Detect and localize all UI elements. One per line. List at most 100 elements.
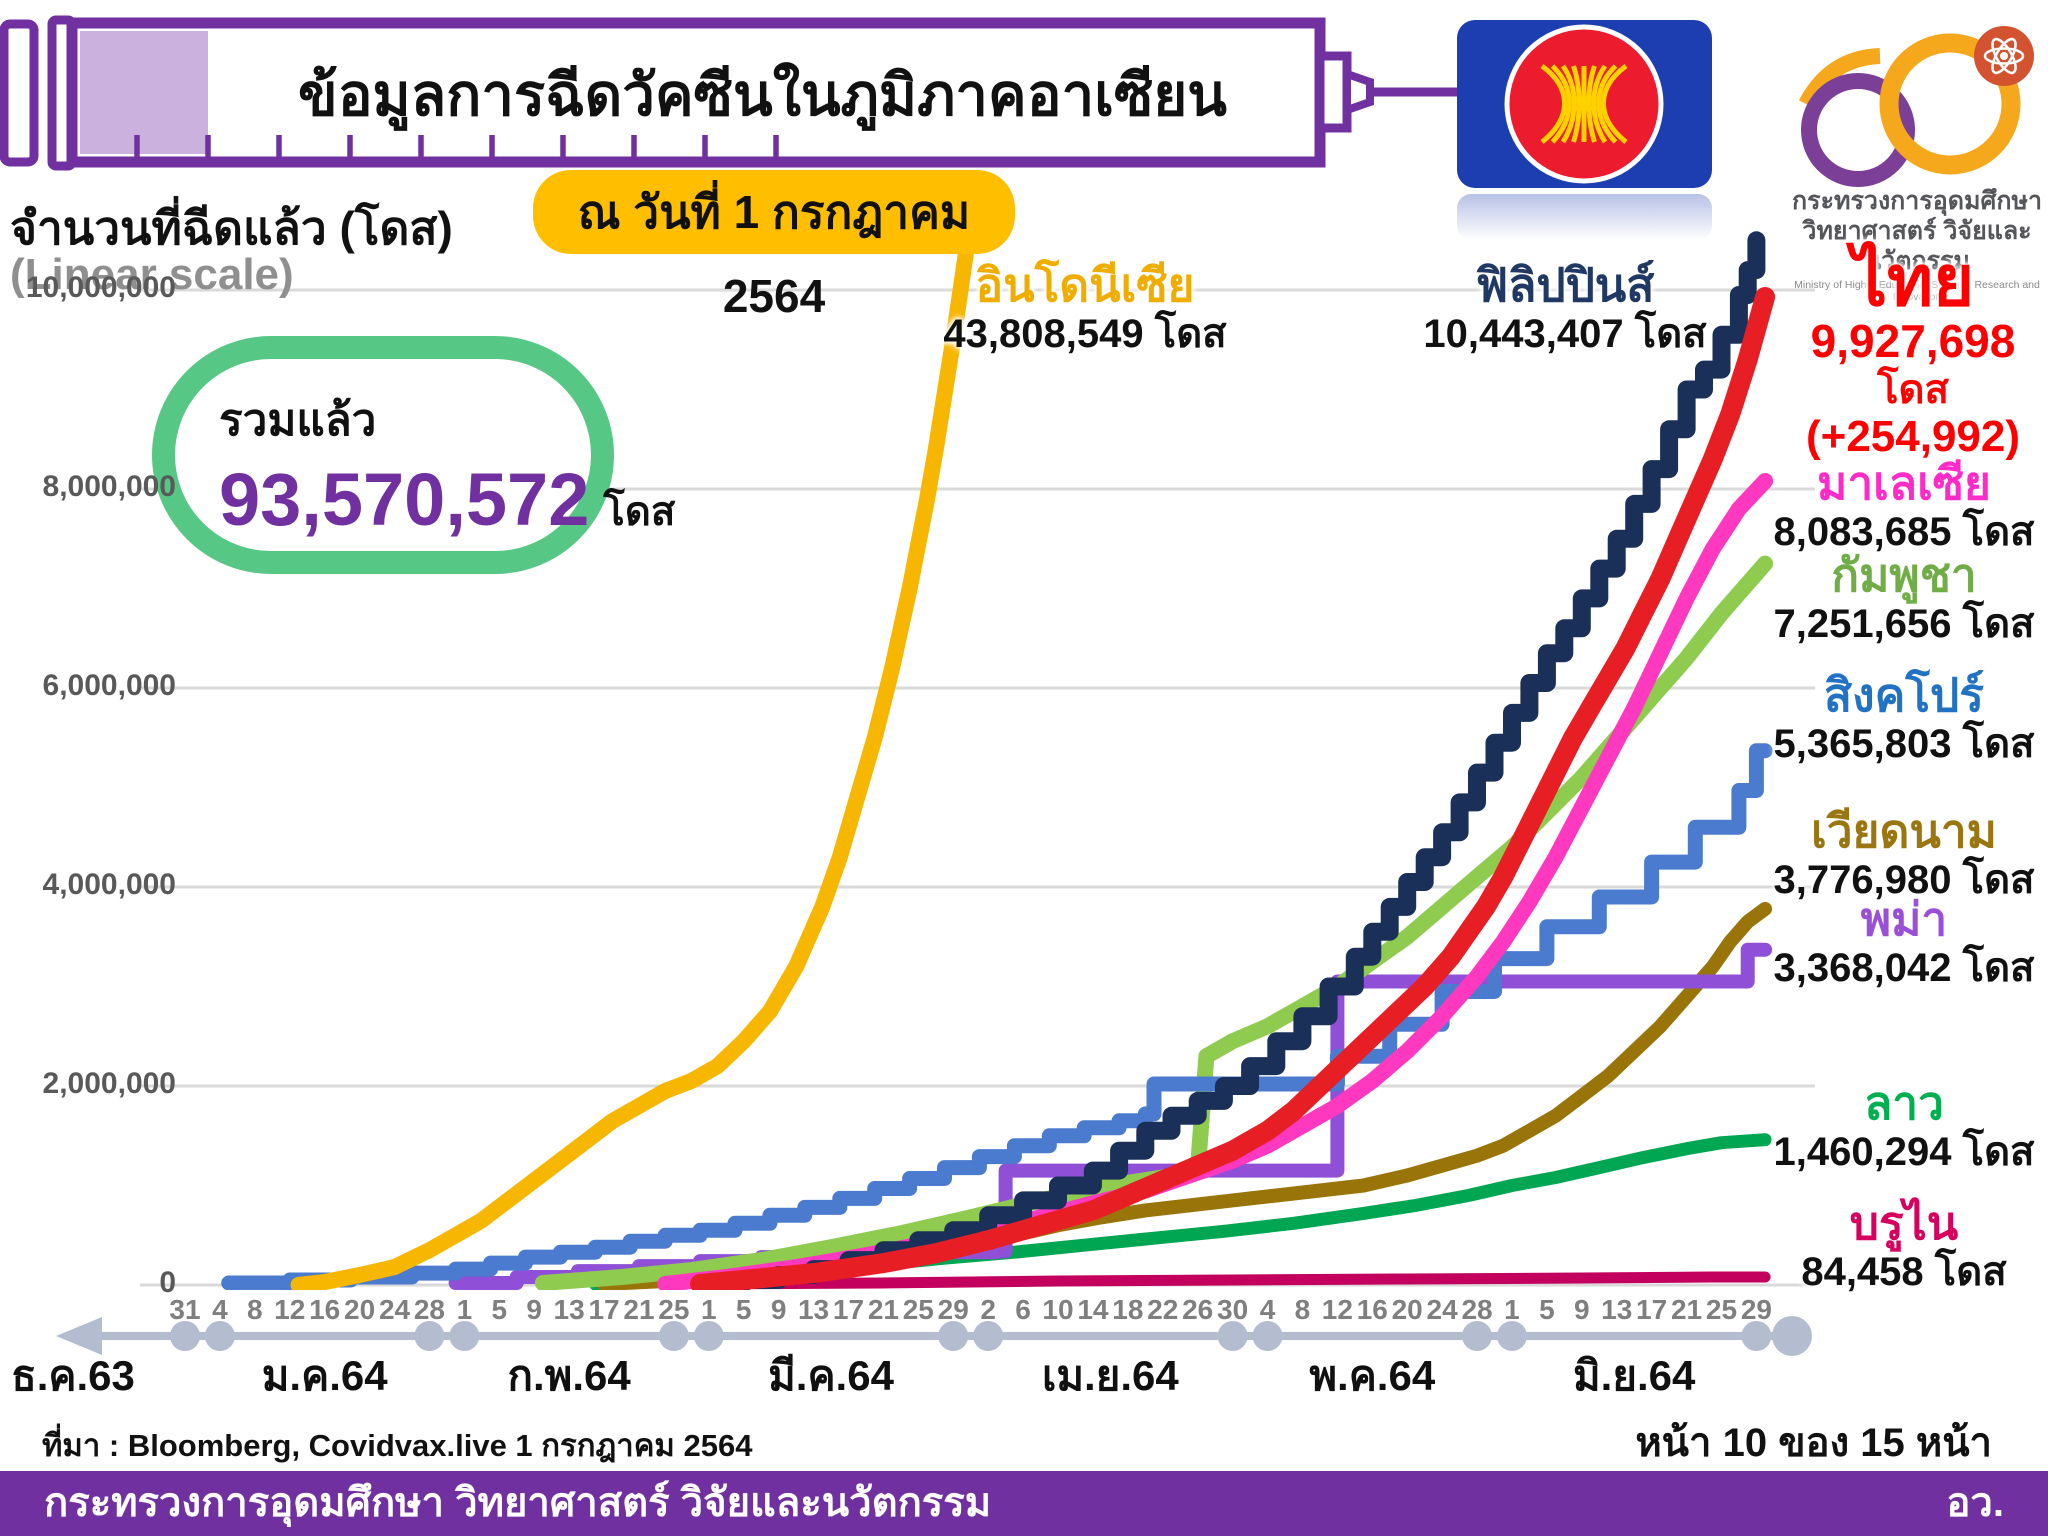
- country-name: มาเลเซีย: [1817, 457, 1991, 509]
- country-value: 1,460,294 โดส: [1773, 1129, 2035, 1174]
- country-value: 84,458 โดส: [1801, 1249, 2007, 1294]
- country-unit: โดส: [1877, 367, 1949, 412]
- x-tick-label: 29: [938, 1294, 969, 1325]
- x-tick-label: 25: [1706, 1294, 1737, 1325]
- x-tick-label: 17: [833, 1294, 864, 1325]
- x-tick-label: 14: [1077, 1294, 1109, 1325]
- ministry-name-line1: กระทรวงการอุดมศึกษา: [1792, 187, 2042, 215]
- country-label-malaysia: มาเลเซีย 8,083,685 โดส: [1764, 457, 2044, 554]
- x-month-label: เม.ย.64: [1042, 1352, 1179, 1399]
- country-label-brunei: บรูไน 84,458 โดส: [1764, 1197, 2044, 1294]
- x-tick-label: 26: [1182, 1294, 1213, 1325]
- x-tick-label: 9: [1574, 1294, 1590, 1325]
- country-value: 3,368,042 โดส: [1773, 945, 2035, 990]
- series-line-vietnam: [597, 901, 1773, 1290]
- y-tick-label: 4,000,000: [42, 868, 176, 901]
- x-tick-label: 21: [1671, 1294, 1702, 1325]
- x-tick-label: 30: [1217, 1294, 1248, 1325]
- x-tick-label: 21: [868, 1294, 899, 1325]
- flag-reflection: [1457, 194, 1712, 240]
- x-tick-label: 8: [247, 1294, 263, 1325]
- x-tick-label: 10: [1042, 1294, 1073, 1325]
- x-tick-label: 1: [457, 1294, 473, 1325]
- country-label-cambodia: กัมพูชา 7,251,656 โดส: [1764, 549, 2044, 646]
- x-tick-label: 22: [1147, 1294, 1178, 1325]
- syringe-plunger-fill: [80, 31, 208, 154]
- x-tick-label: 28: [1461, 1294, 1492, 1325]
- country-label-indonesia: อินโดนีเซีย 43,808,549 โดส: [930, 259, 1240, 356]
- y-tick-label: 8,000,000: [42, 470, 176, 503]
- x-month-label: ก.พ.64: [508, 1352, 632, 1399]
- country-value: 8,083,685 โดส: [1773, 509, 2035, 554]
- series-line-brunei: [694, 1271, 1771, 1290]
- country-name: อินโดนีเซีย: [975, 259, 1195, 311]
- x-month-label: มิ.ย.64: [1573, 1352, 1696, 1399]
- x-tick-label: 1: [701, 1294, 717, 1325]
- total-value: 93,570,572: [219, 458, 590, 541]
- x-tick-label: 5: [736, 1294, 752, 1325]
- country-name: บรูไน: [1849, 1197, 1959, 1249]
- total-label: รวมแล้ว: [219, 396, 377, 445]
- country-value: 10,443,407 โดส: [1423, 311, 1707, 356]
- country-name: ฟิลิปปินส์: [1475, 259, 1655, 311]
- country-label-philippines: ฟิลิปปินส์ 10,443,407 โดส: [1400, 259, 1730, 356]
- footer-bar: กระทรวงการอุดมศึกษา วิทยาศาสตร์ วิจัยและ…: [0, 1471, 2048, 1536]
- x-tick-label: 16: [309, 1294, 340, 1325]
- logo-orange-loop: [1879, 33, 2021, 175]
- x-tick-label: 5: [491, 1294, 507, 1325]
- ministry-name-en: Ministry of Higher Education, Science, R…: [1794, 279, 2040, 303]
- country-label-vietnam: เวียดนาม 3,776,980 โดส: [1764, 805, 2044, 902]
- x-tick-label: 8: [1295, 1294, 1311, 1325]
- source-citation: ที่มา : Bloomberg, Covidvax.live 1 กรกฎา…: [42, 1428, 753, 1463]
- syringe-nozzle: [1343, 68, 1374, 116]
- x-tick-label: 17: [588, 1294, 619, 1325]
- y-tick-label: 6,000,000: [42, 669, 176, 702]
- country-value: 5,365,803 โดส: [1773, 721, 2035, 766]
- country-label-thailand: ไทย 9,927,698 โดส (+254,992): [1788, 246, 2038, 462]
- country-label-laos: ลาว 1,460,294 โดส: [1764, 1077, 2044, 1174]
- x-tick-label: 16: [1357, 1294, 1388, 1325]
- x-month-label: ธ.ค.63: [11, 1352, 135, 1399]
- country-label-myanmar: พม่า 3,368,042 โดส: [1764, 893, 2044, 990]
- series-line-singapore: [221, 743, 1773, 1290]
- x-tick-label: 20: [1392, 1294, 1423, 1325]
- syringe-plunger-end: [0, 19, 39, 167]
- total-unit: โดส: [603, 490, 676, 534]
- series-line-myanmar: [448, 942, 1773, 1290]
- country-label-singapore: สิงคโปร์ 5,365,803 โดส: [1764, 669, 2044, 766]
- x-month-label: พ.ค.64: [1309, 1352, 1435, 1399]
- x-tick-label: 6: [1015, 1294, 1031, 1325]
- x-tick-label: 20: [344, 1294, 375, 1325]
- syringe-graphic: [0, 15, 1457, 171]
- x-tick-label: 25: [903, 1294, 934, 1325]
- country-name: พม่า: [1860, 893, 1948, 945]
- footer-ministry-name: กระทรวงการอุดมศึกษา วิทยาศาสตร์ วิจัยและ…: [44, 1481, 992, 1525]
- y-axis-subtitle: (Linear scale): [10, 250, 294, 299]
- country-name: สิงคโปร์: [1824, 669, 1984, 721]
- x-tick-label: 29: [1741, 1294, 1772, 1325]
- x-tick-label: 2: [980, 1294, 996, 1325]
- x-tick-label: 18: [1112, 1294, 1143, 1325]
- atom-icon: [1974, 26, 2034, 86]
- syringe-graduations: [134, 135, 779, 157]
- country-value: 9,927,698: [1810, 315, 2016, 367]
- x-tick-label: 12: [1322, 1294, 1353, 1325]
- x-tick-label: 9: [526, 1294, 542, 1325]
- x-axis: 31ธ.ค.634 8 12 16 20 24 28ม.ค.641 5 9 13 17 21 25ก.พ…: [11, 1294, 1812, 1399]
- country-name: กัมพูชา: [1831, 549, 1977, 601]
- x-month-label: ม.ค.64: [262, 1352, 388, 1399]
- logo-purple-loop: [1801, 73, 1915, 187]
- ministry-name-line2: วิทยาศาสตร์ วิจัยและนวัตกรรม: [1802, 217, 2032, 275]
- ministry-logo: [1798, 26, 2034, 187]
- x-tick-label: 1: [1504, 1294, 1520, 1325]
- country-name: เวียดนาม: [1811, 805, 1997, 857]
- footer-ministry-abbr: อว.: [1946, 1481, 2004, 1525]
- series-line-thailand: [690, 287, 1776, 1290]
- x-month-label: มี.ค.64: [768, 1352, 894, 1399]
- x-tick-label: 13: [1601, 1294, 1632, 1325]
- country-delta: (+254,992): [1805, 412, 2021, 462]
- x-tick-label: 13: [798, 1294, 829, 1325]
- date-badge: ณ วันที่ 1 กรกฎาคม 2564: [533, 170, 1015, 322]
- total-badge: รวมแล้ว 93,570,572 โดส: [152, 336, 675, 574]
